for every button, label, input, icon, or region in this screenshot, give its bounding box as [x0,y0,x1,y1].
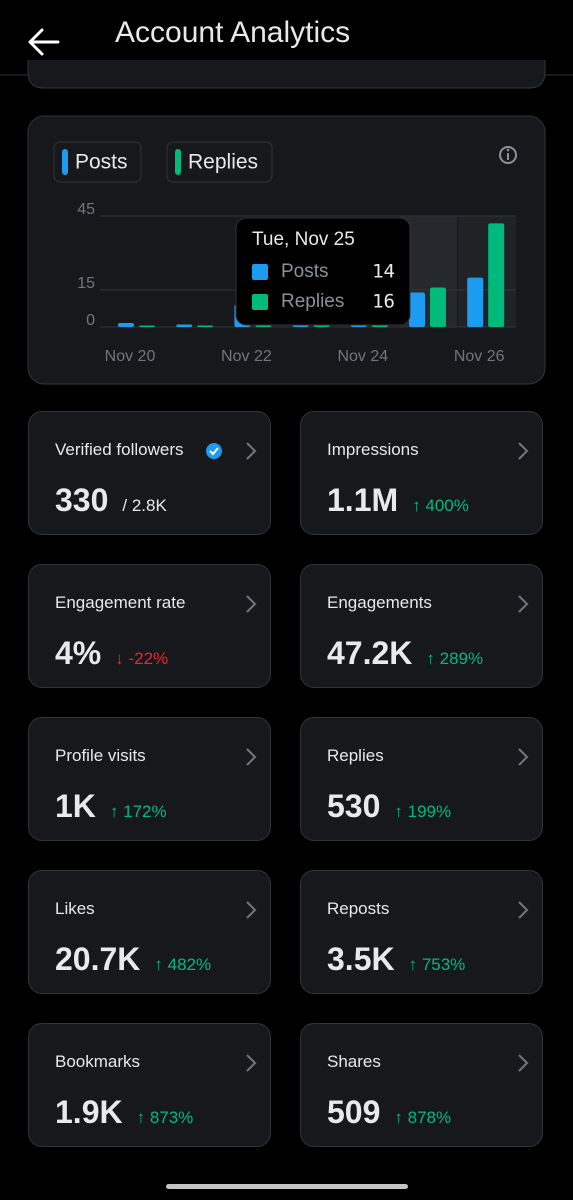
metric-title: Impressions [327,440,419,459]
metric-number: 509 [327,1094,381,1130]
chevron [246,595,257,613]
metric-title: Reposts [327,899,390,918]
home-indicator [166,1184,408,1189]
metric-number: 1.9K [55,1094,123,1130]
y-tick-label: 0 [86,312,95,329]
bar [197,325,214,327]
chevron [246,1054,257,1072]
chevron [246,748,257,766]
metric-title: Shares [327,1052,381,1071]
bar [488,223,505,327]
metric-number: 330 [55,482,109,518]
chart-area: Account Analytics Posts Replies 0 15 45 Nov 2… [0,16,573,385]
tooltip-title: Tue, Nov 25 [252,229,355,250]
metric-change: ↑ 873% [136,1108,194,1127]
metric-card[interactable]: Profile visits 1K ↑ 172% [28,717,271,841]
metric-change: ↑ 878% [394,1108,452,1127]
bar [430,287,446,327]
metric-title: Engagements [327,593,432,612]
page-title: Account Analytics [115,16,350,49]
metric-change: ↑ 482% [154,955,212,974]
x-tick-label: Nov 26 [454,348,505,365]
metric-number: 4% [55,635,102,671]
metric-change: ↓ -22% [115,649,169,668]
metric-card[interactable]: Replies 530 ↑ 199% [300,717,543,841]
metric-change: ↑ 199% [394,802,452,821]
metric-change: ↑ 753% [408,955,466,974]
metric-card[interactable]: Verified followers 330 / 2.8K [28,411,271,535]
legend-swatch [175,149,181,175]
metric-card[interactable]: Impressions 1.1M ↑ 400% [300,411,543,535]
tooltip-swatch [252,294,268,310]
legend-label: Posts [75,151,128,174]
metric-number: 47.2K [327,635,413,671]
metric-title: Engagement rate [55,593,186,612]
metric-change: ↑ 400% [412,496,469,515]
tooltip [235,217,411,326]
metric-change: / 2.8K [122,496,167,515]
metric-title: Bookmarks [55,1052,141,1071]
legend-label: Replies [188,151,258,174]
chevron [518,1054,529,1072]
metric-number: 1.1M [327,482,399,518]
chevron [518,901,529,919]
bar [139,325,155,327]
chevron [518,442,529,460]
partial-card [27,60,546,89]
metric-card[interactable]: Reposts 3.5K ↑ 753% [300,870,543,994]
metric-card[interactable]: Engagement rate 4% ↓ -22% [28,564,271,688]
metric-card[interactable]: Likes 20.7K ↑ 482% [28,870,271,994]
metric-value: 530 ↑ 199% [327,788,451,825]
metric-value: 330 / 2.8K [55,482,167,519]
metric-change: ↑ 172% [109,802,167,821]
bar [118,323,134,327]
metric-title: Profile visits [55,746,146,765]
metric-value: 1K ↑ 172% [55,788,167,825]
bar [467,277,484,327]
legend-swatch [62,149,68,175]
metric-number: 20.7K [55,941,141,977]
metric-value: 509 ↑ 878% [327,1094,451,1131]
x-tick-label: Nov 22 [221,348,272,365]
metric-value: 47.2K ↑ 289% [327,635,483,672]
metric-value: 20.7K ↑ 482% [55,941,211,978]
legend-chip[interactable] [53,141,142,183]
metric-card[interactable]: Engagements 47.2K ↑ 289% [300,564,543,688]
y-tick-label: 15 [77,275,95,292]
hover-column [458,216,516,327]
chevron [518,595,529,613]
verified-badge [206,443,222,459]
metric-title: Likes [55,899,95,918]
x-tick-label: Nov 24 [337,348,388,365]
x-tick-label: Nov 20 [105,348,156,365]
tooltip-series: Replies [281,291,344,312]
metric-number: 530 [327,788,381,824]
metric-title: Verified followers [55,440,184,459]
metric-change: ↑ 289% [426,649,484,668]
metric-value: 1.9K ↑ 873% [55,1094,193,1131]
metric-value: 1.1M ↑ 400% [327,482,469,519]
metric-value: 4% ↓ -22% [55,635,168,672]
metric-card[interactable]: Shares 509 ↑ 878% [300,1023,543,1147]
back-button[interactable] [28,28,60,56]
chevron [246,901,257,919]
tooltip-series: Posts [281,261,329,282]
tooltip-value: 14 [372,261,395,283]
info-icon[interactable] [499,146,517,164]
metric-card[interactable]: Bookmarks 1.9K ↑ 873% [28,1023,271,1147]
chevron [518,748,529,766]
bar [176,324,193,327]
metric-title: Replies [327,746,384,765]
y-tick-label: 45 [77,201,95,218]
chevron [246,442,257,460]
tooltip-swatch [252,264,268,280]
info-icon-dot [506,148,510,152]
bar [409,292,425,327]
legend-chip[interactable] [166,141,273,183]
metric-value: 3.5K ↑ 753% [327,941,465,978]
metric-number: 1K [55,788,96,824]
metric-number: 3.5K [327,941,395,977]
tooltip-value: 16 [372,291,395,313]
